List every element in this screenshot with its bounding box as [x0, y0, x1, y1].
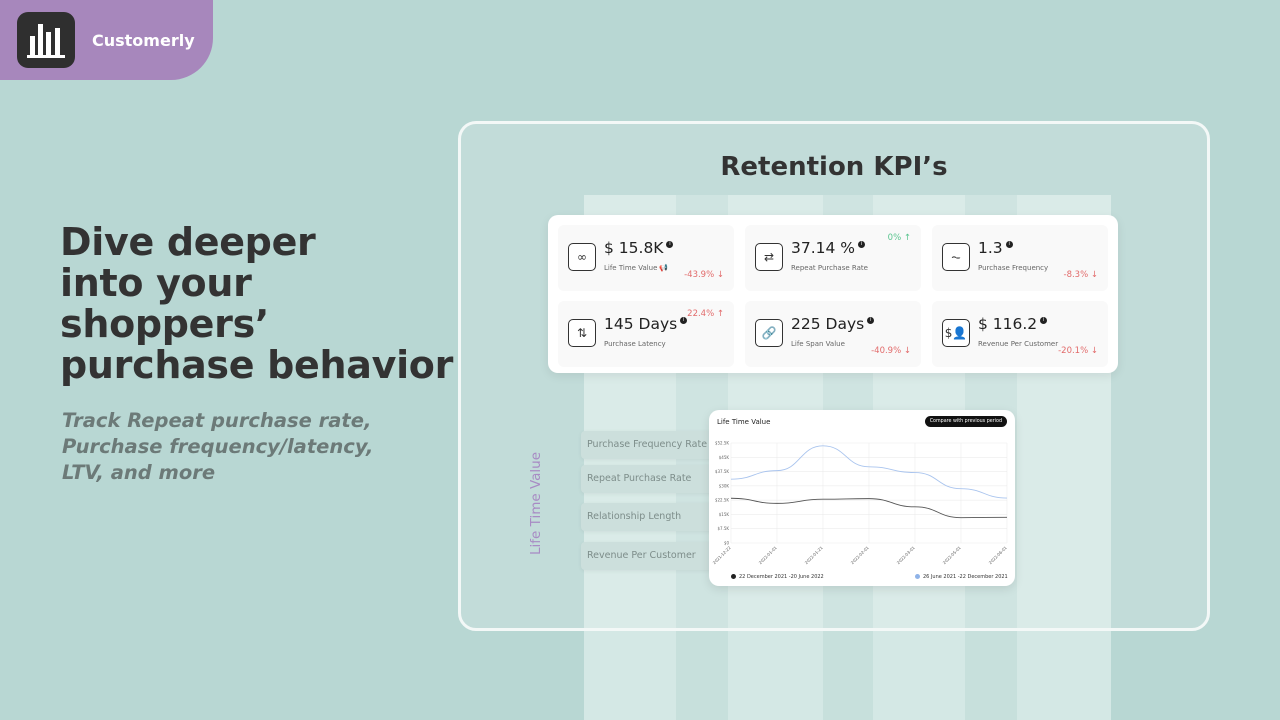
info-icon[interactable]: i — [680, 317, 688, 324]
y-tick-label: $7.5K — [717, 526, 729, 531]
kpi-label: Life Time Value 📢 — [604, 264, 669, 272]
arrow-down-icon: ↓ — [1090, 270, 1098, 280]
kpi-value: 37.14 % i — [791, 239, 866, 257]
compare-previous-period-button[interactable]: Compare with previous period — [924, 416, 1007, 427]
kpi-tile-purchase-latency[interactable]: ⇅ 145 Days i Purchase Latency 22.4% ↑ — [558, 301, 734, 367]
info-icon[interactable]: i — [666, 241, 674, 248]
kpi-change: 0% ↑ — [887, 233, 911, 243]
metric-button-relationship-length[interactable]: Relationship Length — [581, 503, 721, 531]
kpi-label: Repeat Purchase Rate — [791, 264, 868, 272]
y-tick-label: $30K — [719, 483, 730, 488]
hero-line: Dive deeper — [60, 220, 316, 264]
metric-button-repeat-purchase-rate[interactable]: Repeat Purchase Rate — [581, 465, 721, 493]
subtitle-line: LTV, and more — [62, 461, 216, 484]
x-tick-label: 2022-06-01 — [988, 545, 1008, 565]
kpi-label: Revenue Per Customer — [978, 340, 1059, 348]
kpi-change: -43.9% ↓ — [684, 270, 724, 280]
subtitle-line: Purchase frequency/latency, — [62, 435, 374, 458]
metric-button-revenue-per-customer[interactable]: Revenue Per Customer — [581, 542, 721, 570]
kpi-change: -20.1% ↓ — [1058, 346, 1098, 356]
x-tick-label: 2021-12-22 — [712, 545, 732, 565]
y-tick-label: $45K — [719, 455, 730, 460]
line-chart: $0 $7.5K $15K $22.5K $30K $37.5K $45K $52.5K 202… — [712, 441, 1008, 566]
x-tick-label: 2022-01-01 — [758, 545, 778, 565]
arrow-down-icon: ↓ — [716, 270, 724, 280]
kpi-change: -8.3% ↓ — [1063, 270, 1099, 280]
info-icon[interactable]: i — [867, 317, 875, 324]
kpi-value: 145 Days i — [604, 315, 688, 333]
repeat-icon: ⇄ — [755, 243, 783, 271]
series-line — [730, 445, 1008, 499]
megaphone-icon: 📢 — [659, 264, 669, 272]
brand-name: Customerly — [92, 30, 195, 50]
kpi-tile-lifetime-value[interactable]: ∞ $ 15.8K i Life Time Value 📢 -43.9% ↓ — [558, 225, 734, 291]
hero-line: into your — [60, 261, 252, 305]
kpi-value: $ 15.8K i — [604, 239, 674, 257]
x-tick-label: 2022-01-21 — [804, 545, 824, 565]
y-tick-label: $37.5K — [715, 469, 729, 474]
x-tick-label: 2022-05-01 — [942, 545, 962, 565]
arrow-down-icon: ↓ — [903, 346, 911, 356]
subtitle-line: Track Repeat purchase rate, — [62, 409, 372, 432]
info-icon[interactable]: i — [1005, 241, 1013, 248]
y-tick-label: $15K — [719, 512, 730, 517]
info-icon[interactable]: i — [858, 241, 866, 248]
arrow-up-icon: ↑ — [716, 309, 724, 319]
brand-badge[interactable]: Customerly — [0, 0, 213, 80]
metric-button-purchase-frequency-rate[interactable]: Purchase Frequency Rate — [581, 431, 721, 459]
chart-title: Life Time Value — [717, 418, 771, 426]
hero-line: shoppers’ — [60, 302, 270, 346]
kpi-value: $ 116.2 i — [978, 315, 1048, 333]
panel-title: Retention KPI’s — [720, 152, 948, 182]
chart-card: Life Time Value Compare with previous pe… — [709, 410, 1015, 586]
hero-heading: Dive deeper into your shoppers’ purchase… — [60, 222, 460, 386]
arrow-up-icon: ↑ — [903, 233, 911, 243]
kpi-tile-repeat-purchase-rate[interactable]: ⇄ 37.14 % i Repeat Purchase Rate 0% ↑ — [745, 225, 921, 291]
x-tick-label: 2022-02-01 — [850, 545, 870, 565]
kpi-label: Life Span Value — [791, 340, 845, 348]
link-icon: 🔗 — [755, 319, 783, 347]
kpi-change: 22.4% ↑ — [687, 309, 724, 319]
kpi-tile-purchase-frequency[interactable]: ⏦ 1.3 i Purchase Frequency -8.3% ↓ — [932, 225, 1108, 291]
legend-dot — [915, 574, 920, 579]
y-tick-label: $22.5K — [715, 498, 729, 503]
kpi-card: ∞ $ 15.8K i Life Time Value 📢 -43.9% ↓ ⇄ 3… — [548, 215, 1118, 373]
arrow-down-icon: ↓ — [1090, 346, 1098, 356]
series-line — [730, 497, 1008, 519]
kpi-change: -40.9% ↓ — [871, 346, 911, 356]
customer-revenue-icon: $👤 — [942, 319, 970, 347]
kpi-value: 225 Days i — [791, 315, 875, 333]
kpi-value: 1.3 i — [978, 239, 1013, 257]
hero-subtitle: Track Repeat purchase rate, Purchase fre… — [62, 408, 422, 486]
legend-item: 22 December 2021 -20 June 2022 — [731, 574, 824, 580]
pulse-icon: ⏦ — [942, 243, 970, 271]
vertical-metric-label: Life Time Value — [528, 451, 544, 555]
info-icon[interactable]: i — [1040, 317, 1048, 324]
x-tick-label: 2022-03-01 — [896, 545, 916, 565]
infinity-icon: ∞ — [568, 243, 596, 271]
sort-arrows-icon: ⇅ — [568, 319, 596, 347]
legend-dot — [731, 574, 736, 579]
y-tick-label: $0 — [724, 541, 730, 546]
legend-item: 26 June 2021 -22 December 2021 — [915, 574, 1008, 580]
bar-chart-icon — [17, 12, 75, 68]
hero-line: purchase behavior — [60, 343, 454, 387]
y-tick-label: $52.5K — [715, 441, 729, 446]
kpi-tile-life-span-value[interactable]: 🔗 225 Days i Life Span Value -40.9% ↓ — [745, 301, 921, 367]
kpi-label: Purchase Frequency — [978, 264, 1049, 272]
kpi-tile-revenue-per-customer[interactable]: $👤 $ 116.2 i Revenue Per Customer -20.1% … — [932, 301, 1108, 367]
kpi-label: Purchase Latency — [604, 340, 666, 348]
